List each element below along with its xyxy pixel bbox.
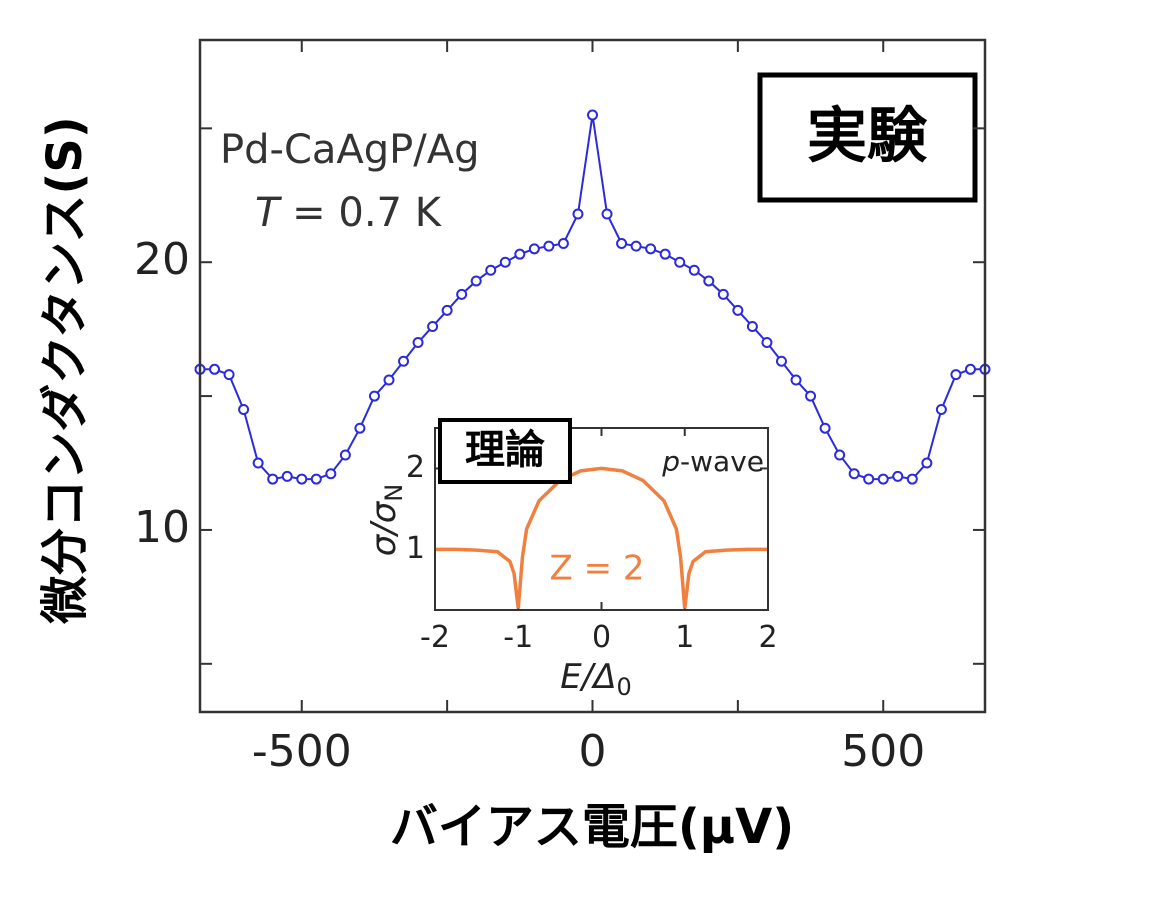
data-point: [950, 369, 962, 381]
data-point: [441, 304, 453, 316]
data-point: [645, 243, 657, 255]
data-point: [543, 240, 555, 252]
x-tick-label: 0: [592, 620, 611, 655]
data-point: [790, 374, 802, 386]
data-point: [732, 304, 744, 316]
inset-x-label-main: E/Δ: [560, 657, 616, 697]
temperature-value: = 0.7 K: [279, 190, 442, 236]
data-point: [601, 208, 613, 220]
data-point: [339, 449, 351, 461]
data-point: [848, 468, 860, 480]
data-point: [688, 264, 700, 276]
data-point: [834, 449, 846, 461]
data-point: [325, 468, 337, 480]
data-point: [805, 390, 817, 402]
data-point: [892, 470, 904, 482]
label-box: [757, 72, 978, 203]
data-point: [238, 403, 250, 415]
data-point: [659, 248, 671, 260]
data-point: [630, 240, 642, 252]
data-point: [703, 275, 715, 287]
inset-y-label-sub: N: [380, 484, 408, 502]
data-point: [906, 473, 918, 485]
data-point: [674, 256, 686, 268]
data-point: [267, 473, 279, 485]
data-point: [223, 369, 235, 381]
data-point: [296, 473, 308, 485]
plot-frame: [198, 38, 987, 714]
y-tick-label: 1: [406, 531, 425, 566]
y-tick-label: 10: [134, 502, 190, 553]
x-tick-label: 2: [758, 620, 777, 655]
data-point: [746, 320, 758, 332]
annotation: Z = 2: [549, 549, 644, 589]
data-point: [964, 363, 976, 375]
data-point: [470, 275, 482, 287]
data-point: [775, 355, 787, 367]
data-point: [587, 109, 598, 121]
data-point: [456, 288, 468, 300]
data-point: [863, 473, 875, 485]
x-axis-label: バイアス電圧(μV): [390, 799, 794, 855]
inset-y-label: σ/σN: [364, 484, 409, 557]
data-point: [252, 457, 264, 469]
data-point: [310, 473, 322, 485]
x-tick-label: 500: [841, 726, 925, 777]
plot-frame: [434, 427, 769, 611]
data-point: [281, 470, 293, 482]
inset-x-label-sub: 0: [616, 673, 631, 701]
x-tick-label: -2: [420, 620, 450, 655]
y-tick-label: 20: [134, 234, 190, 285]
x-tick-label: 0: [579, 726, 607, 777]
data-point: [427, 320, 439, 332]
data-point: [412, 337, 424, 349]
data-point: [398, 355, 410, 367]
data-point: [819, 422, 831, 434]
data-point: [354, 422, 366, 434]
temperature: T = 0.7 K: [255, 190, 443, 236]
data-point: [499, 256, 511, 268]
x-tick-label: 1: [675, 620, 694, 655]
inset-y-label-main: σ/σ: [364, 500, 404, 556]
temperature-symbol: T: [255, 190, 283, 236]
data-point: [528, 243, 540, 255]
data-point: [209, 363, 221, 375]
data-point: [616, 237, 628, 249]
data-point: [383, 374, 395, 386]
box-label: 理論: [465, 427, 545, 473]
data-point: [368, 390, 380, 402]
x-tick-label: -500: [252, 726, 352, 777]
model: p-wave: [661, 445, 764, 478]
model-symbol: p: [661, 445, 680, 478]
x-tick-label: -1: [503, 620, 533, 655]
data-point: [921, 457, 933, 469]
box-label: 実験: [807, 102, 928, 172]
data-point: [572, 208, 584, 220]
y-axis-label: 微分コンダクタンス(S): [37, 116, 93, 625]
inset-x-label: E/Δ0: [560, 657, 631, 702]
data-point: [761, 337, 773, 349]
data-point: [485, 264, 497, 276]
data-point: [717, 288, 729, 300]
label-box: [438, 418, 572, 484]
data-point: [935, 403, 947, 415]
annotation: Pd-CaAgP/Ag: [220, 127, 480, 173]
data-point: [514, 248, 526, 260]
data-point: [557, 237, 569, 249]
data-line: [435, 466, 768, 609]
y-tick-label: 2: [406, 450, 425, 485]
model-rest: -wave: [680, 445, 764, 478]
data-point: [877, 473, 889, 485]
